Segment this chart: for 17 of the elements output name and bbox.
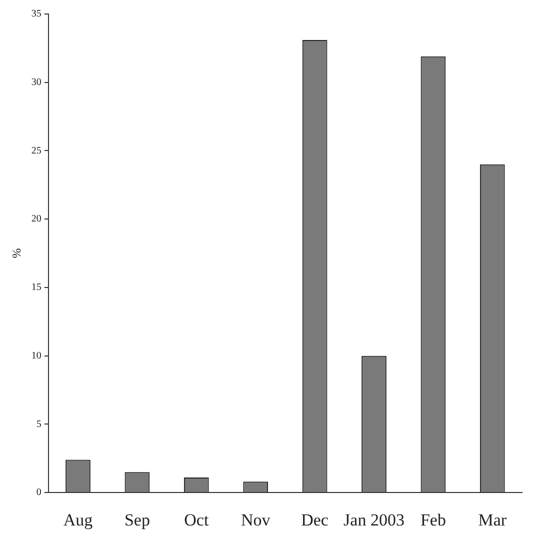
y-axis-title: %	[9, 248, 24, 258]
y-tick-label: 5	[36, 418, 42, 430]
x-tick-label: Aug	[63, 510, 94, 530]
y-tick-label: 25	[31, 145, 42, 156]
x-tick-label: Oct	[184, 510, 209, 530]
x-tick-label: Feb	[420, 510, 446, 530]
y-tick-label: 20	[31, 214, 42, 225]
y-tick-label: 35	[31, 8, 42, 20]
x-tick-label: Mar	[478, 510, 507, 530]
y-tick-label: 30	[31, 76, 42, 88]
y-tick-label: 15	[31, 282, 42, 294]
y-tick-label: 0	[36, 487, 42, 498]
x-tick-label: Dec	[301, 510, 329, 530]
x-tick-label: Jan 2003	[344, 510, 404, 530]
x-tick-label: Nov	[240, 510, 271, 530]
y-tick-label: 10	[31, 350, 42, 362]
x-tick-label: Sep	[124, 510, 150, 530]
